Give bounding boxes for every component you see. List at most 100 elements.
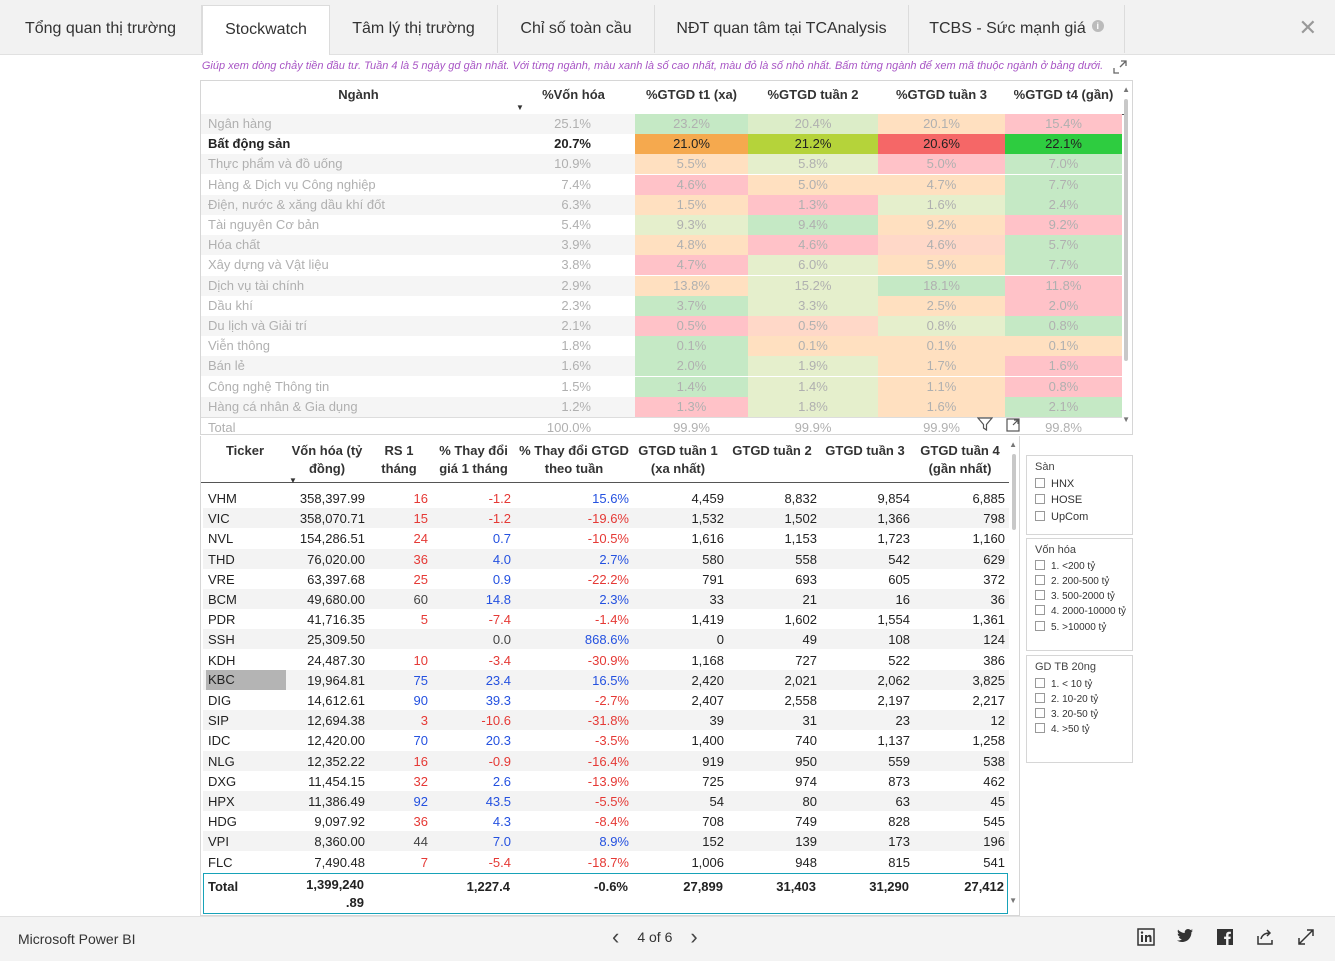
sector-row[interactable]: Tài nguyên Cơ bản 5.4% 9.3% 9.4% 9.2% 9.2% (201, 215, 1122, 235)
price-change-cell: 23.4 (485, 672, 511, 688)
slicer-option-hose[interactable]: HOSE (1035, 494, 1082, 506)
scroll-up-icon[interactable]: ▲ (1009, 440, 1017, 449)
col-header-von-hoa[interactable]: %Vốn hóa (542, 87, 605, 102)
tab-price-strength[interactable]: TCBS - Sức mạnh giá i (909, 5, 1125, 53)
sector-row[interactable]: Dịch vụ tài chính 2.9% 13.8% 15.2% 18.1% 11.8… (201, 275, 1122, 296)
col-header-gtgd-tuan3[interactable]: %GTGD tuần 3 (895, 87, 987, 102)
chevron-left-icon[interactable]: ‹ (612, 924, 620, 949)
sector-total-cell: 99.9% (923, 420, 960, 435)
sector-name: Hàng & Dịch vụ Công nghiệp (208, 176, 376, 192)
facebook-icon[interactable] (1216, 928, 1236, 948)
linkedin-icon[interactable] (1137, 928, 1157, 948)
col-header-gtgd-change[interactable]: % Thay đổi GTGD theo tuần (519, 443, 629, 476)
table-row[interactable]: FLC 7,490.48 7 -5.4 -18.7% 1,006 948 815 541 (203, 852, 1009, 872)
sector-row[interactable]: Bất động sản 20.7% 21.0% 21.2% 20.6% 22.1% (201, 134, 1122, 155)
table-row[interactable]: IDC 12,420.00 70 20.3 -3.5% 1,400 740 1,137 1,25… (203, 730, 1009, 750)
col-header-rs[interactable]: RS 1 tháng (381, 443, 417, 476)
gtgd-tuan4-cell: 545 (983, 814, 1005, 830)
sector-name: Hàng cá nhân & Gia dụng (208, 398, 358, 414)
focus-mode-icon[interactable] (1006, 418, 1020, 435)
col-header-nganh[interactable]: Ngành (338, 87, 379, 102)
table-row[interactable]: DIG 14,612.61 90 39.3 -2.7% 2,407 2,558 2,197 2,… (203, 690, 1009, 710)
table-row[interactable]: PDR 41,716.35 5 -7.4 -1.4% 1,419 1,602 1,554 1,3… (203, 609, 1009, 629)
scroll-down-icon[interactable]: ▼ (1009, 896, 1017, 905)
col-header-gtgd-tuan4[interactable]: GTGD tuần 4 (gần nhất) (920, 443, 1000, 476)
cap-cell: 41,716.35 (307, 612, 365, 628)
table-row[interactable]: KBC 19,964.81 75 23.4 16.5% 2,420 2,021 2,062 3,… (203, 669, 1009, 690)
sector-row[interactable]: Viễn thông 1.8% 0.1% 0.1% 0.1% 0.1% (201, 336, 1122, 357)
share-icon[interactable] (1256, 928, 1276, 948)
col-header-gtgd-t1[interactable]: %GTGD t1 (xa) (645, 87, 737, 102)
col-header-price-change[interactable]: % Thay đổi giá 1 tháng (439, 443, 508, 476)
table-row[interactable]: NLG 12,352.22 16 -0.9 -16.4% 919 950 559 538 (203, 750, 1009, 771)
scroll-up-icon[interactable]: ▲ (1122, 85, 1130, 94)
sector-row[interactable]: Bán lẻ 1.6% 2.0% 1.9% 1.7% 1.6% (201, 356, 1122, 377)
tab-investor-interest[interactable]: NĐT quan tâm tại TCAnalysis (655, 5, 909, 53)
sector-row[interactable]: Công nghệ Thông tin 1.5% 1.4% 1.4% 1.1% 0.8% (201, 376, 1122, 397)
slicer-option[interactable]: 4. >50 tỷ (1035, 723, 1090, 735)
col-header-ticker[interactable]: Ticker (225, 443, 265, 458)
close-icon[interactable]: ✕ (1298, 15, 1317, 40)
sort-desc-icon[interactable]: ▼ (516, 103, 524, 112)
table-row[interactable]: VIC 358,070.71 15 -1.2 -19.6% 1,532 1,502 1,366… (203, 508, 1009, 529)
table-row[interactable]: BCM 49,680.00 60 14.8 2.3% 33 21 16 36 (203, 589, 1009, 609)
slicer-option[interactable]: 5. >10000 tỷ (1035, 621, 1106, 633)
sector-row[interactable]: Ngân hàng 25.1% 23.2% 20.4% 20.1% 15.4% (201, 114, 1122, 134)
sector-row[interactable]: Hóa chất 3.9% 4.8% 4.6% 4.6% 5.7% (201, 235, 1122, 256)
slicer-option[interactable]: 2. 10-20 tỷ (1035, 693, 1098, 705)
cap-cell: 25,309.50 (307, 632, 365, 648)
col-header-gtgd-tuan2[interactable]: %GTGD tuần 2 (767, 87, 859, 102)
col-header-von-hoa[interactable]: Vốn hóa (tỷ đồng) (291, 443, 363, 476)
powerbi-brand[interactable]: Microsoft Power BI (18, 931, 136, 947)
tab-market-sentiment[interactable]: Tâm lý thị trường (330, 5, 498, 53)
table-row[interactable]: VPI 8,360.00 44 7.0 8.9% 152 139 173 196 (203, 831, 1009, 852)
table-row[interactable]: THD 76,020.00 36 4.0 2.7% 580 558 542 629 (203, 548, 1009, 569)
tab-stockwatch[interactable]: Stockwatch (202, 5, 330, 55)
sector-row[interactable]: Thực phẩm và đồ uống 10.9% 5.5% 5.8% 5.0% 7.0… (201, 154, 1122, 175)
slicer-option[interactable]: 2. 200-500 tỷ (1035, 575, 1109, 587)
slicer-option[interactable]: 1. <200 tỷ (1035, 560, 1095, 572)
scrollbar-thumb[interactable] (1124, 99, 1128, 361)
chevron-right-icon[interactable]: › (690, 924, 698, 949)
info-icon[interactable]: i (1091, 20, 1104, 32)
table-row[interactable]: HPX 11,386.49 92 43.5 -5.5% 54 80 63 45 (203, 791, 1009, 811)
table-row[interactable]: KDH 24,487.30 10 -3.4 -30.9% 1,168 727 522 386 (203, 650, 1009, 670)
slicer-option[interactable]: 1. < 10 tỷ (1035, 678, 1092, 690)
table-row[interactable]: VHM 358,397.99 16 -1.2 15.6% 4,459 8,832 9,854 6… (203, 488, 1009, 508)
sort-desc-icon[interactable]: ▼ (289, 476, 297, 485)
sector-row[interactable]: Điện, nước & xăng dầu khí đốt 6.3% 1.5% 1.3… (201, 194, 1122, 215)
sector-row[interactable]: Dầu khí 2.3% 3.7% 3.3% 2.5% 2.0% (201, 295, 1122, 316)
sector-gtgd-cell: 15.4% (1005, 114, 1122, 134)
col-header-gtgd-t4[interactable]: %GTGD t4 (gần) (1013, 87, 1114, 102)
tab-market-overview[interactable]: Tổng quan thị trường (0, 5, 202, 53)
sector-row[interactable]: Xây dựng và Vật liệu 3.8% 4.7% 6.0% 5.9% 7.7% (201, 255, 1122, 276)
col-header-gtgd-tuan1[interactable]: GTGD tuần 1 (xa nhất) (638, 443, 718, 476)
ticker-cell: NVL (208, 531, 234, 547)
table-row[interactable]: VRE 63,397.68 25 0.9 -22.2% 791 693 605 372 (203, 569, 1009, 589)
slicer-option-upcom[interactable]: UpCom (1035, 511, 1088, 523)
gtgd-change-cell: -31.8% (587, 713, 629, 729)
scroll-down-icon[interactable]: ▼ (1122, 415, 1130, 424)
filter-icon[interactable] (976, 417, 994, 434)
table-row[interactable]: NVL 154,286.51 24 0.7 -10.5% 1,616 1,153 1,723 1… (203, 528, 1009, 548)
cap-cell: 358,070.71 (299, 511, 365, 527)
scrollbar-thumb[interactable] (1012, 454, 1016, 530)
slicer-option-hnx[interactable]: HNX (1035, 478, 1074, 490)
slicer-option[interactable]: 3. 500-2000 tỷ (1035, 590, 1115, 602)
twitter-icon[interactable] (1176, 928, 1196, 948)
table-row[interactable]: SSH 25,309.50 0.0 868.6% 0 49 108 124 (203, 629, 1009, 650)
table-row[interactable]: SIP 12,694.38 3 -10.6 -31.8% 39 31 23 12 (203, 710, 1009, 731)
col-header-gtgd-tuan3[interactable]: GTGD tuần 3 (825, 443, 905, 458)
sector-gtgd-cell: 5.0% (748, 174, 878, 195)
slicer-option[interactable]: 3. 20-50 tỷ (1035, 708, 1098, 720)
col-header-gtgd-tuan2[interactable]: GTGD tuần 2 (732, 443, 812, 458)
table-row[interactable]: HDG 9,097.92 36 4.3 -8.4% 708 749 828 545 (203, 811, 1009, 831)
tab-global-indices[interactable]: Chỉ số toàn cầu (498, 5, 655, 53)
focus-mode-icon[interactable] (1113, 60, 1127, 77)
sector-row[interactable]: Du lịch và Giải trí 2.1% 0.5% 0.5% 0.8% 0.8% (201, 316, 1122, 336)
table-row[interactable]: DXG 11,454.15 32 2.6 -13.9% 725 974 873 462 (203, 771, 1009, 791)
slicer-option[interactable]: 4. 2000-10000 tỷ (1035, 605, 1126, 617)
sector-row[interactable]: Hàng cá nhân & Gia dụng 1.2% 1.3% 1.8% 1.6% 2… (201, 396, 1122, 417)
sector-row[interactable]: Hàng & Dịch vụ Công nghiệp 7.4% 4.6% 5.0% 4.… (201, 174, 1122, 195)
fullscreen-icon[interactable] (1297, 928, 1317, 948)
